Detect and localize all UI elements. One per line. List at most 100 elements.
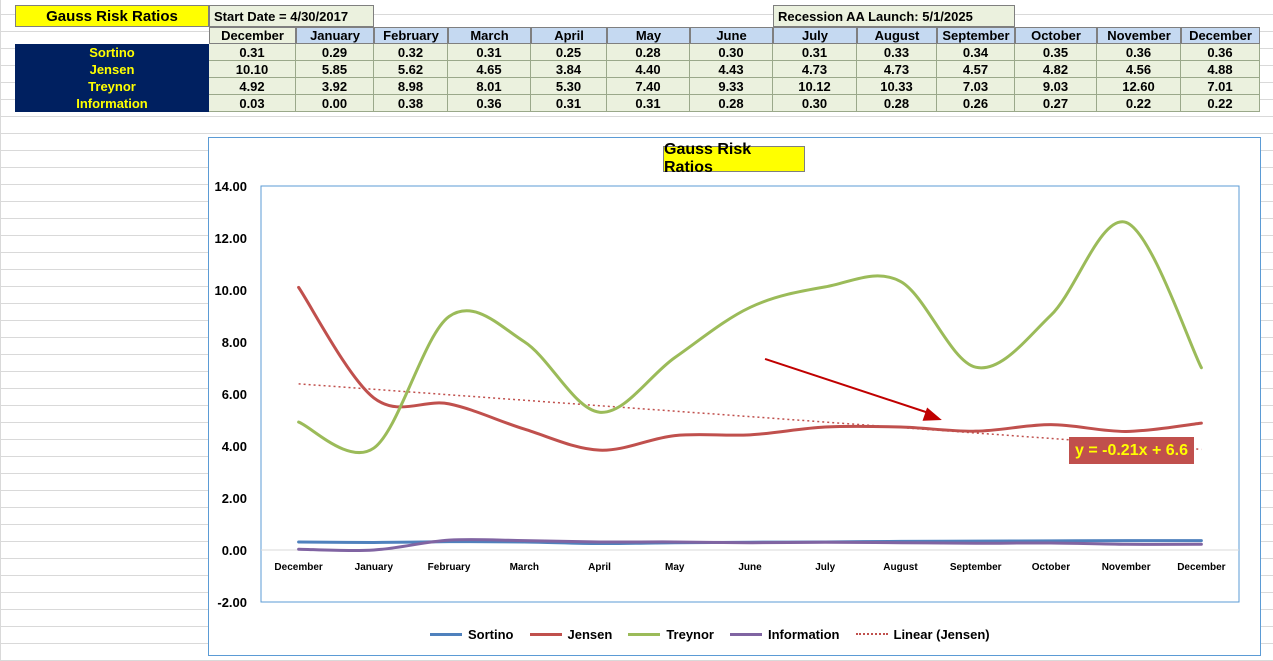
table-cell[interactable]: 7.01 bbox=[1181, 78, 1260, 95]
y-tick-label: 0.00 bbox=[222, 543, 247, 558]
y-tick-label: 10.00 bbox=[214, 283, 247, 298]
legend-item-jensen[interactable]: Jensen bbox=[529, 626, 613, 642]
table-cell[interactable]: 5.85 bbox=[296, 61, 374, 78]
legend-item-information[interactable]: Information bbox=[730, 627, 840, 642]
x-tick-label: September bbox=[950, 562, 1002, 573]
table-cell[interactable]: 0.30 bbox=[690, 44, 773, 61]
y-tick-label: 6.00 bbox=[222, 387, 247, 402]
column-header[interactable]: October bbox=[1015, 27, 1097, 44]
table-cell[interactable]: 0.03 bbox=[209, 95, 296, 112]
x-tick-label: June bbox=[738, 562, 762, 573]
table-cell[interactable]: 3.84 bbox=[531, 61, 607, 78]
table-cell[interactable]: 4.65 bbox=[448, 61, 531, 78]
annotation-arrow-head bbox=[922, 407, 942, 421]
table-cell[interactable]: 0.36 bbox=[1181, 44, 1260, 61]
table-cell[interactable]: 9.33 bbox=[690, 78, 773, 95]
x-tick-label: October bbox=[1032, 562, 1070, 573]
table-cell[interactable]: 4.57 bbox=[937, 61, 1015, 78]
column-header[interactable]: July bbox=[773, 27, 857, 44]
column-header[interactable]: December bbox=[1181, 27, 1260, 44]
trendline-jensen bbox=[298, 383, 1202, 451]
table-cell[interactable]: 0.36 bbox=[1097, 44, 1181, 61]
table-cell[interactable]: 0.00 bbox=[296, 95, 374, 112]
y-tick-label: 4.00 bbox=[222, 439, 247, 454]
row-label[interactable]: Information bbox=[15, 95, 209, 112]
table-cell[interactable]: 0.25 bbox=[531, 44, 607, 61]
chart-legend[interactable]: Sortino Jensen Treynor Information Linear (J… bbox=[430, 624, 990, 644]
column-header[interactable]: March bbox=[448, 27, 531, 44]
table-cell[interactable]: 0.31 bbox=[448, 44, 531, 61]
table-cell[interactable]: 10.33 bbox=[857, 78, 937, 95]
legend-label: Jensen bbox=[567, 626, 613, 642]
column-header[interactable]: January bbox=[296, 27, 374, 44]
column-header[interactable]: August bbox=[857, 27, 937, 44]
table-cell[interactable]: 0.28 bbox=[607, 44, 690, 61]
series-line-treynor bbox=[297, 220, 1203, 455]
table-cell[interactable]: 0.34 bbox=[937, 44, 1015, 61]
table-cell[interactable]: 0.35 bbox=[1015, 44, 1097, 61]
table-cell[interactable]: 9.03 bbox=[1015, 78, 1097, 95]
column-header[interactable]: November bbox=[1097, 27, 1181, 44]
table-cell[interactable]: 0.31 bbox=[607, 95, 690, 112]
row-label[interactable]: Treynor bbox=[15, 78, 209, 95]
table-cell[interactable]: 8.01 bbox=[448, 78, 531, 95]
table-cell[interactable]: 0.26 bbox=[937, 95, 1015, 112]
table-cell[interactable]: 4.40 bbox=[607, 61, 690, 78]
legend-item-trendline[interactable]: Linear (Jensen) bbox=[855, 627, 990, 642]
column-header[interactable]: April bbox=[531, 27, 607, 44]
table-cell[interactable]: 0.38 bbox=[374, 95, 448, 112]
table-cell[interactable]: 4.73 bbox=[773, 61, 857, 78]
table-cell[interactable]: 4.82 bbox=[1015, 61, 1097, 78]
table-cell[interactable]: 0.31 bbox=[531, 95, 607, 112]
table-cell[interactable]: 4.92 bbox=[209, 78, 296, 95]
series-line-information bbox=[297, 537, 1203, 553]
legend-item-sortino[interactable]: Sortino bbox=[430, 627, 514, 642]
column-header[interactable]: September bbox=[937, 27, 1015, 44]
row-label[interactable]: Jensen bbox=[15, 61, 209, 78]
table-cell[interactable]: 0.22 bbox=[1181, 95, 1260, 112]
column-header[interactable]: February bbox=[374, 27, 448, 44]
table-cell[interactable]: 8.98 bbox=[374, 78, 448, 95]
trendline-equation[interactable]: y = -0.21x + 6.6 bbox=[1069, 437, 1194, 464]
table-cell[interactable]: 3.92 bbox=[296, 78, 374, 95]
column-header[interactable]: June bbox=[690, 27, 773, 44]
chart-area[interactable] bbox=[208, 137, 1261, 656]
table-cell[interactable]: 10.12 bbox=[773, 78, 857, 95]
recession-launch-cell[interactable]: Recession AA Launch: 5/1/2025 bbox=[773, 5, 1015, 27]
table-cell[interactable]: 7.40 bbox=[607, 78, 690, 95]
table-cell[interactable]: 0.31 bbox=[773, 44, 857, 61]
x-tick-label: April bbox=[588, 562, 611, 573]
table-cell[interactable]: 0.33 bbox=[857, 44, 937, 61]
start-date-cell[interactable]: Start Date = 4/30/2017 bbox=[209, 5, 374, 27]
table-cell[interactable]: 12.60 bbox=[1097, 78, 1181, 95]
table-cell[interactable]: 4.43 bbox=[690, 61, 773, 78]
x-tick-label: February bbox=[428, 562, 471, 573]
legend-swatch bbox=[628, 632, 661, 636]
table-cell[interactable]: 4.56 bbox=[1097, 61, 1181, 78]
table-cell[interactable]: 5.30 bbox=[531, 78, 607, 95]
table-cell[interactable]: 0.22 bbox=[1097, 95, 1181, 112]
table-cell[interactable]: 5.62 bbox=[374, 61, 448, 78]
table-cell[interactable]: 0.36 bbox=[448, 95, 531, 112]
column-header[interactable]: May bbox=[607, 27, 690, 44]
x-tick-label: August bbox=[883, 562, 918, 573]
table-cell[interactable]: 0.31 bbox=[209, 44, 296, 61]
legend-swatch bbox=[430, 632, 462, 636]
table-cell[interactable]: 10.10 bbox=[209, 61, 296, 78]
table-cell[interactable]: 0.30 bbox=[773, 95, 857, 112]
column-header[interactable]: December bbox=[209, 27, 296, 44]
chart-title[interactable]: Gauss Risk Ratios bbox=[663, 141, 805, 176]
table-cell[interactable]: 0.29 bbox=[296, 44, 374, 61]
table-title[interactable]: Gauss Risk Ratios bbox=[15, 5, 209, 27]
table-cell[interactable]: 7.03 bbox=[937, 78, 1015, 95]
x-tick-label: March bbox=[510, 562, 539, 573]
row-label[interactable]: Sortino bbox=[15, 44, 209, 61]
legend-item-treynor[interactable]: Treynor bbox=[628, 627, 714, 642]
table-cell[interactable]: 0.27 bbox=[1015, 95, 1097, 112]
table-cell[interactable]: 0.32 bbox=[374, 44, 448, 61]
table-cell[interactable]: 4.88 bbox=[1181, 61, 1260, 78]
legend-label: Sortino bbox=[468, 626, 514, 642]
table-cell[interactable]: 0.28 bbox=[857, 95, 937, 112]
table-cell[interactable]: 0.28 bbox=[690, 95, 773, 112]
table-cell[interactable]: 4.73 bbox=[857, 61, 937, 78]
